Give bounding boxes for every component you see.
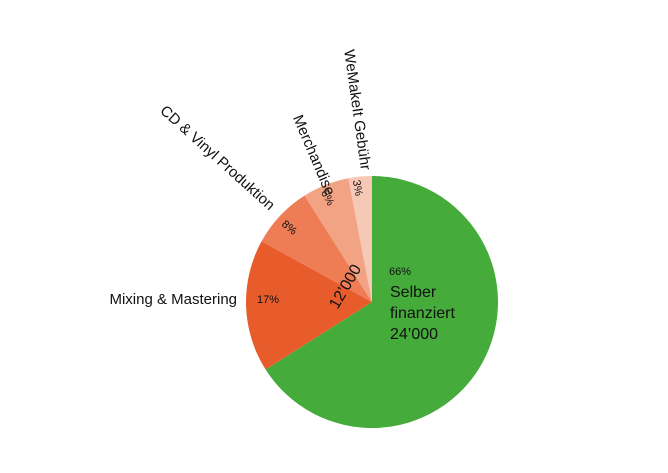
- annotation: 24’000: [390, 326, 439, 343]
- pie-slice: [261, 195, 372, 302]
- category-label: Mixing & Mastering: [109, 291, 237, 308]
- pie-slice: [348, 176, 372, 302]
- value-label: 3%: [350, 179, 365, 197]
- pie-slice: [265, 176, 498, 428]
- value-label: 66%: [389, 266, 411, 278]
- category-label: Merchandise: [289, 112, 338, 198]
- category-label: WeMakeIt Gebühr: [340, 48, 374, 171]
- pie-slice: [246, 241, 372, 370]
- value-label: 17%: [257, 294, 279, 306]
- slice-label: Selber finanziert: [390, 284, 455, 322]
- category-label: CD & Vinyl Produktion: [157, 102, 278, 214]
- pie-slice: [304, 178, 372, 302]
